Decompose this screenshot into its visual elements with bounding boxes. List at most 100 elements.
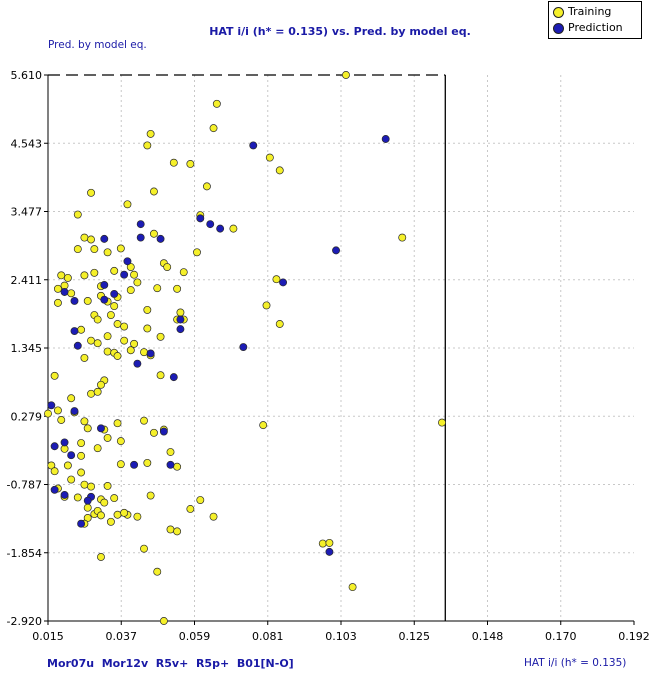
- x-tick-label: 0.103: [325, 630, 357, 643]
- training-point: [83, 297, 92, 305]
- training-point: [262, 301, 271, 310]
- training-point: [47, 461, 56, 470]
- training-point: [83, 503, 92, 512]
- training-point: [140, 348, 148, 357]
- training-point: [166, 448, 175, 456]
- legend: Training Prediction: [548, 1, 642, 39]
- training-point: [126, 346, 135, 355]
- training-point: [173, 462, 182, 471]
- training-point: [100, 498, 109, 507]
- training-point: [80, 353, 89, 362]
- x-tick-label: 0.192: [618, 630, 649, 643]
- prediction-point: [100, 281, 109, 289]
- training-point: [97, 553, 105, 561]
- prediction-point: [73, 341, 82, 350]
- legend-prediction-label: Prediction: [568, 21, 623, 34]
- prediction-point: [50, 485, 59, 494]
- prediction-point: [133, 359, 142, 368]
- prediction-point: [70, 327, 79, 335]
- training-point: [398, 233, 407, 242]
- prediction-point: [60, 288, 69, 296]
- training-point: [149, 229, 158, 238]
- x-tick-label: 0.015: [32, 630, 64, 643]
- training-point: [143, 324, 152, 333]
- y-tick-label: 5.610: [11, 69, 43, 82]
- training-point: [193, 248, 201, 257]
- legend-prediction-marker: [553, 23, 564, 34]
- training-point: [126, 286, 135, 295]
- training-point: [116, 437, 125, 446]
- training-point: [44, 409, 52, 418]
- training-point: [146, 129, 155, 138]
- prediction-point: [146, 349, 155, 358]
- training-point: [275, 320, 284, 328]
- training-point: [149, 428, 158, 437]
- x-tick-label: 0.170: [545, 630, 577, 643]
- training-point: [156, 371, 165, 380]
- training-point: [93, 444, 102, 453]
- prediction-point: [332, 246, 340, 255]
- y-tick-label: 2.411: [11, 274, 43, 287]
- y-tick-label: 4.543: [11, 137, 43, 150]
- training-point: [120, 322, 129, 331]
- prediction-point: [279, 278, 288, 287]
- training-point: [87, 188, 95, 197]
- training-point: [113, 419, 122, 428]
- points: [44, 71, 446, 625]
- training-point: [103, 433, 112, 442]
- training-point: [63, 461, 72, 470]
- training-point: [110, 494, 119, 503]
- training-point: [143, 141, 152, 150]
- training-point: [90, 268, 99, 277]
- training-point: [229, 224, 238, 233]
- training-point: [140, 416, 148, 425]
- training-point: [176, 308, 185, 317]
- training-point: [53, 298, 62, 307]
- training-point: [53, 284, 62, 293]
- prediction-point: [156, 234, 165, 243]
- training-point: [202, 182, 211, 191]
- training-point: [272, 275, 281, 284]
- training-point: [133, 278, 142, 287]
- training-point: [116, 244, 125, 253]
- y-axis-title: Pred. by model eq.: [48, 39, 147, 51]
- prediction-point: [176, 325, 185, 334]
- training-point: [106, 311, 115, 319]
- training-point: [63, 273, 72, 282]
- prediction-point: [136, 220, 145, 229]
- training-point: [93, 315, 102, 324]
- training-point: [143, 305, 152, 314]
- training-point: [143, 458, 152, 467]
- training-point: [173, 284, 182, 293]
- training-point: [130, 270, 139, 279]
- training-point: [103, 332, 112, 341]
- training-point: [259, 421, 268, 430]
- x-tick-label: 0.059: [179, 630, 211, 643]
- prediction-point: [97, 424, 105, 433]
- training-point: [169, 158, 178, 167]
- x-tick-label: 0.148: [472, 630, 504, 643]
- y-tick-label: -2.920: [7, 615, 42, 628]
- training-point: [93, 339, 102, 348]
- training-point: [133, 512, 142, 521]
- training-point: [120, 336, 129, 345]
- prediction-point: [60, 490, 69, 499]
- training-point: [57, 271, 66, 280]
- training-point: [106, 517, 115, 526]
- training-point: [318, 539, 327, 548]
- training-point: [126, 263, 135, 271]
- training-point: [77, 468, 86, 477]
- grid: [48, 75, 634, 621]
- training-point: [113, 510, 122, 519]
- prediction-point: [176, 315, 185, 324]
- training-point: [87, 235, 95, 244]
- training-point: [73, 493, 82, 502]
- training-point: [103, 347, 112, 356]
- y-tick-label: -1.854: [7, 547, 42, 560]
- training-point: [110, 266, 119, 275]
- prediction-point: [216, 224, 225, 233]
- y-tick-label: 1.345: [11, 342, 43, 355]
- prediction-point: [60, 438, 69, 447]
- training-point: [57, 416, 66, 424]
- ticks: 0.015 0.037 0.059 0.081 0.103 0.125 0.148 0.170…: [7, 69, 649, 643]
